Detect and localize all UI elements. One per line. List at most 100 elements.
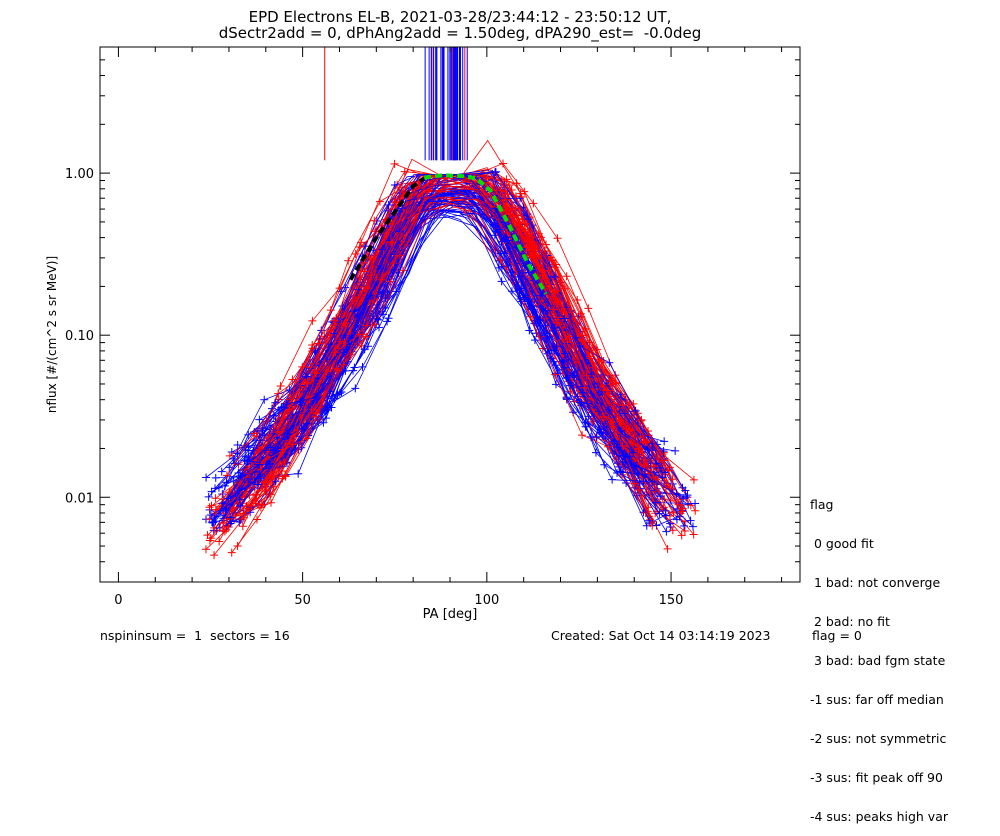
data-point-blue <box>217 467 226 476</box>
data-point-red <box>238 522 247 531</box>
footer-created: Created: Sat Oct 14 03:14:19 2023 <box>551 628 771 643</box>
data-point-blue <box>319 418 328 427</box>
data-point-red <box>388 238 397 247</box>
data-point-blue <box>294 469 303 478</box>
legend-item-5: -2 sus: not symmetric <box>810 731 947 746</box>
data-point-blue <box>302 419 311 428</box>
data-point-red <box>506 204 515 213</box>
data-point-blue <box>501 233 510 242</box>
data-point-blue <box>220 481 229 490</box>
series-curve-red <box>222 176 683 531</box>
data-point-red <box>529 238 538 247</box>
data-point-red <box>505 181 514 190</box>
data-point-blue <box>296 398 305 407</box>
data-point-blue <box>514 272 523 281</box>
data-point-red <box>308 316 317 325</box>
data-point-red <box>609 423 618 432</box>
data-point-blue <box>683 491 692 500</box>
data-point-blue <box>679 494 688 503</box>
data-point-red <box>246 501 255 510</box>
data-point-blue <box>273 433 282 442</box>
data-point-red <box>210 551 219 560</box>
data-point-blue <box>383 317 392 326</box>
data-point-red <box>677 531 686 540</box>
footer-flag: flag = 0 <box>812 628 862 643</box>
data-point-red <box>278 414 287 423</box>
data-point-red <box>251 499 260 508</box>
data-point-red <box>201 545 210 554</box>
data-point-blue <box>656 492 665 501</box>
data-point-red <box>580 383 589 392</box>
data-point-red <box>211 494 220 503</box>
data-point-blue <box>312 393 321 402</box>
data-point-blue <box>639 477 648 486</box>
legend-item-6: -3 sus: fit peak off 90 <box>810 770 943 785</box>
data-point-blue <box>363 342 372 351</box>
y-tick-label: 0.01 <box>65 491 94 506</box>
data-point-blue <box>330 329 339 338</box>
data-point-red <box>553 234 562 243</box>
data-point-blue <box>269 411 278 420</box>
y-tick-label: 0.10 <box>65 329 94 344</box>
series-curve-blue <box>224 174 634 487</box>
data-point-blue <box>552 361 561 370</box>
data-point-red <box>686 501 695 510</box>
data-point-blue <box>666 519 675 528</box>
data-point-blue <box>620 409 629 418</box>
data-point-blue <box>644 516 653 525</box>
legend-item-1: 1 bad: not converge <box>810 575 941 590</box>
data-point-blue <box>265 460 274 469</box>
data-point-blue <box>351 384 360 393</box>
data-point-red <box>390 159 399 168</box>
legend-item-0: 0 good fit <box>810 536 874 551</box>
data-point-red <box>664 466 673 475</box>
data-point-red <box>641 438 650 447</box>
series-curve-blue <box>222 211 667 532</box>
series-curve-red <box>241 180 667 520</box>
data-point-blue <box>518 269 527 278</box>
y-axis-label: nflux [#/(cm^2 s sr MeV)] <box>45 256 59 413</box>
data-point-red <box>360 267 369 276</box>
data-point-blue <box>680 522 689 531</box>
data-point-blue <box>256 472 265 481</box>
data-point-red <box>369 255 378 264</box>
data-point-red <box>526 312 535 321</box>
data-point-blue <box>206 511 215 520</box>
data-point-red <box>387 237 396 246</box>
data-point-blue <box>599 422 608 431</box>
data-point-red <box>237 515 246 524</box>
data-point-red <box>252 515 261 524</box>
data-point-red <box>689 530 698 539</box>
data-point-blue <box>604 405 613 414</box>
data-point-blue <box>366 291 375 300</box>
data-point-blue <box>327 403 336 412</box>
data-point-blue <box>621 451 630 460</box>
data-point-blue <box>244 430 253 439</box>
data-point-blue <box>384 200 393 209</box>
data-point-red <box>344 256 353 265</box>
legend-item-2: 2 bad: no fit <box>810 614 890 629</box>
data-point-blue <box>550 272 559 281</box>
data-point-red <box>341 319 350 328</box>
data-point-blue <box>336 287 345 296</box>
data-point-red <box>668 526 677 535</box>
data-point-red <box>227 548 236 557</box>
data-point-blue <box>536 291 545 300</box>
data-point-red <box>375 197 384 206</box>
legend-item-4: -1 sus: far off median <box>810 692 944 707</box>
data-point-blue <box>530 295 539 304</box>
data-point-blue <box>302 372 311 381</box>
data-point-blue <box>631 406 640 415</box>
data-point-blue <box>681 486 690 495</box>
x-axis-label: PA [deg] <box>423 607 478 622</box>
flag-legend: flag 0 good fit 1 bad: not converge 2 ba… <box>810 472 948 836</box>
data-point-red <box>252 490 261 499</box>
data-point-red <box>367 271 376 280</box>
data-point-blue <box>221 506 230 515</box>
data-point-red <box>579 336 588 345</box>
data-point-red <box>558 313 567 322</box>
data-point-blue <box>541 306 550 315</box>
plot-area <box>201 47 700 560</box>
data-point-blue <box>625 452 634 461</box>
data-point-red <box>578 431 587 440</box>
